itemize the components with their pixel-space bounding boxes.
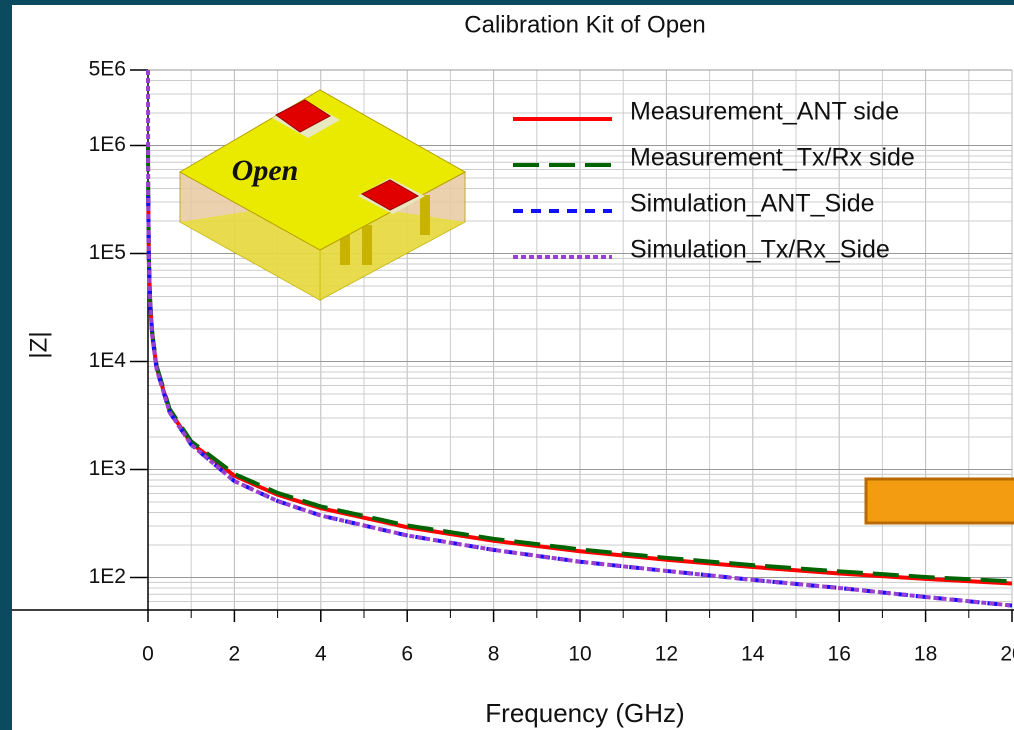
via [362, 225, 372, 265]
series-lines [146, 69, 1013, 608]
y-tick-label: 1E4 [89, 349, 127, 372]
y-tick-label: 1E6 [89, 133, 126, 156]
x-tick-label: 16 [828, 643, 851, 666]
y-tick-label: 1E3 [89, 457, 126, 480]
series-line [146, 145, 1013, 584]
x-tick-label: 14 [741, 643, 765, 666]
x-tick-label: 20 [1000, 643, 1014, 666]
y-axis-label: |Z| [25, 331, 52, 358]
legend-label: Measurement_Tx/Rx side [630, 144, 915, 172]
x-axis-label: Frequency (GHz) [485, 698, 684, 728]
x-tick-label: 10 [568, 643, 591, 666]
x-tick-label: 4 [315, 643, 327, 666]
chart-title: Calibration Kit of Open [464, 11, 705, 38]
x-tick-label: 2 [229, 643, 241, 666]
inset-model: Open [178, 89, 467, 301]
x-tick-label: 6 [401, 643, 413, 666]
legend: Measurement_ANT side Measurement_Tx/Rx si… [513, 98, 915, 264]
y-tick-label: 5E6 [89, 58, 126, 81]
legend-label: Simulation_ANT_Side [630, 190, 875, 218]
series-line [146, 69, 1013, 608]
x-tick-label: 0 [142, 643, 154, 666]
x-tick-label: 8 [488, 643, 500, 666]
via [340, 225, 350, 265]
overlay-box [864, 477, 1014, 525]
annotation: Open [232, 154, 299, 187]
x-tick-label: 12 [655, 643, 678, 666]
series-line [146, 196, 1013, 608]
chart-background [12, 5, 1014, 730]
box-bottom [180, 200, 465, 300]
y-tick-label: 1E2 [89, 565, 126, 588]
pad [360, 179, 420, 211]
y-tick-label: 1E5 [89, 241, 126, 264]
x-tick-label: 18 [914, 643, 937, 666]
legend-label: Measurement_ANT side [630, 98, 899, 126]
via [420, 195, 430, 235]
pad [275, 99, 331, 133]
legend-label: Simulation_Tx/Rx_Side [630, 236, 890, 264]
